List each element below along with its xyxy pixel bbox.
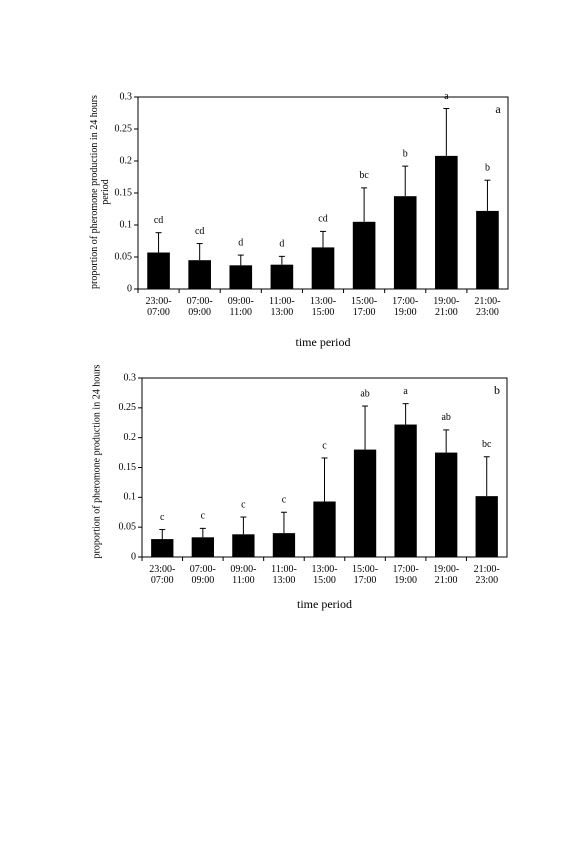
significance-letter: c xyxy=(241,499,246,510)
bar xyxy=(270,264,294,289)
significance-letter: c xyxy=(160,512,165,523)
bar xyxy=(229,265,253,289)
y-tick-label: 0 xyxy=(131,551,136,562)
bar xyxy=(394,424,417,557)
x-tick-label: 21:00- 23:00 xyxy=(473,564,500,586)
significance-letter: b xyxy=(403,148,408,159)
significance-letter: bc xyxy=(359,170,369,181)
x-tick-label: 09:00- 11:00 xyxy=(230,564,257,586)
bar xyxy=(352,221,376,289)
significance-letter: a xyxy=(444,91,449,102)
bar xyxy=(147,252,170,289)
significance-letter: cd xyxy=(318,214,327,225)
significance-letter: a xyxy=(403,386,408,397)
significance-letter: bc xyxy=(482,439,492,450)
x-tick-label: 19:00- 21:00 xyxy=(433,296,460,318)
x-tick-label: 13:00- 15:00 xyxy=(309,296,337,318)
bar xyxy=(232,534,255,557)
bar xyxy=(393,196,417,289)
bar xyxy=(435,452,458,557)
y-tick-label: 0.1 xyxy=(120,219,133,230)
x-axis-title: time period xyxy=(297,597,352,611)
x-tick-label: 07:00- 09:00 xyxy=(189,564,216,586)
x-tick-label: 15:00- 17:00 xyxy=(351,564,379,586)
x-tick-label: 11:00- 13:00 xyxy=(271,564,297,586)
y-tick-label: 0.25 xyxy=(119,402,137,413)
y-tick-label: 0 xyxy=(127,283,132,294)
bar xyxy=(311,247,335,289)
bar xyxy=(272,533,296,557)
significance-letter: c xyxy=(201,511,206,522)
significance-letter: ab xyxy=(360,388,369,399)
significance-letter: b xyxy=(485,162,490,173)
panel-label: b xyxy=(494,383,500,397)
x-tick-label: 19:00- 21:00 xyxy=(433,564,460,586)
y-axis-title: proportion of pheromone production in 24… xyxy=(89,95,111,289)
panel-label: a xyxy=(495,102,501,116)
x-tick-label: 23:00- 07:00 xyxy=(149,564,176,586)
x-tick-label: 17:00- 19:00 xyxy=(392,564,419,586)
y-tick-label: 0.15 xyxy=(115,187,133,198)
x-tick-label: 13:00- 15:00 xyxy=(311,564,338,586)
bar xyxy=(475,496,498,557)
significance-letter: cd xyxy=(195,226,204,237)
x-tick-label: 11:00- 13:00 xyxy=(269,296,295,318)
x-axis-title: time period xyxy=(295,335,351,349)
significance-letter: ab xyxy=(441,412,450,423)
x-tick-label: 07:00- 09:00 xyxy=(186,296,213,318)
bar xyxy=(188,260,211,289)
bar xyxy=(435,155,458,289)
y-tick-label: 0.3 xyxy=(120,91,133,102)
y-tick-label: 0.1 xyxy=(124,492,137,503)
y-tick-label: 0.2 xyxy=(124,432,137,443)
y-tick-label: 0.05 xyxy=(119,521,137,532)
significance-letter: d xyxy=(238,237,243,248)
y-axis-title: proportion of pheromone production in 24… xyxy=(91,364,103,558)
x-tick-label: 15:00- 17:00 xyxy=(351,296,378,318)
bar xyxy=(476,210,499,289)
bar xyxy=(313,501,336,557)
bar xyxy=(191,537,214,557)
y-tick-label: 0.15 xyxy=(119,462,137,473)
bar xyxy=(151,539,174,557)
significance-letter: d xyxy=(279,239,284,250)
x-tick-label: 09:00- 11:00 xyxy=(227,296,254,318)
y-tick-label: 0.25 xyxy=(115,123,133,134)
bar xyxy=(353,449,377,557)
x-tick-label: 17:00- 19:00 xyxy=(392,296,419,318)
significance-letter: c xyxy=(282,495,287,506)
significance-letter: c xyxy=(322,440,327,451)
x-tick-label: 23:00- 07:00 xyxy=(145,296,172,318)
y-tick-label: 0.3 xyxy=(124,372,137,383)
y-tick-label: 0.05 xyxy=(115,251,133,262)
y-tick-label: 0.2 xyxy=(120,155,133,166)
x-tick-label: 21:00- 23:00 xyxy=(474,296,501,318)
significance-letter: cd xyxy=(154,215,163,226)
